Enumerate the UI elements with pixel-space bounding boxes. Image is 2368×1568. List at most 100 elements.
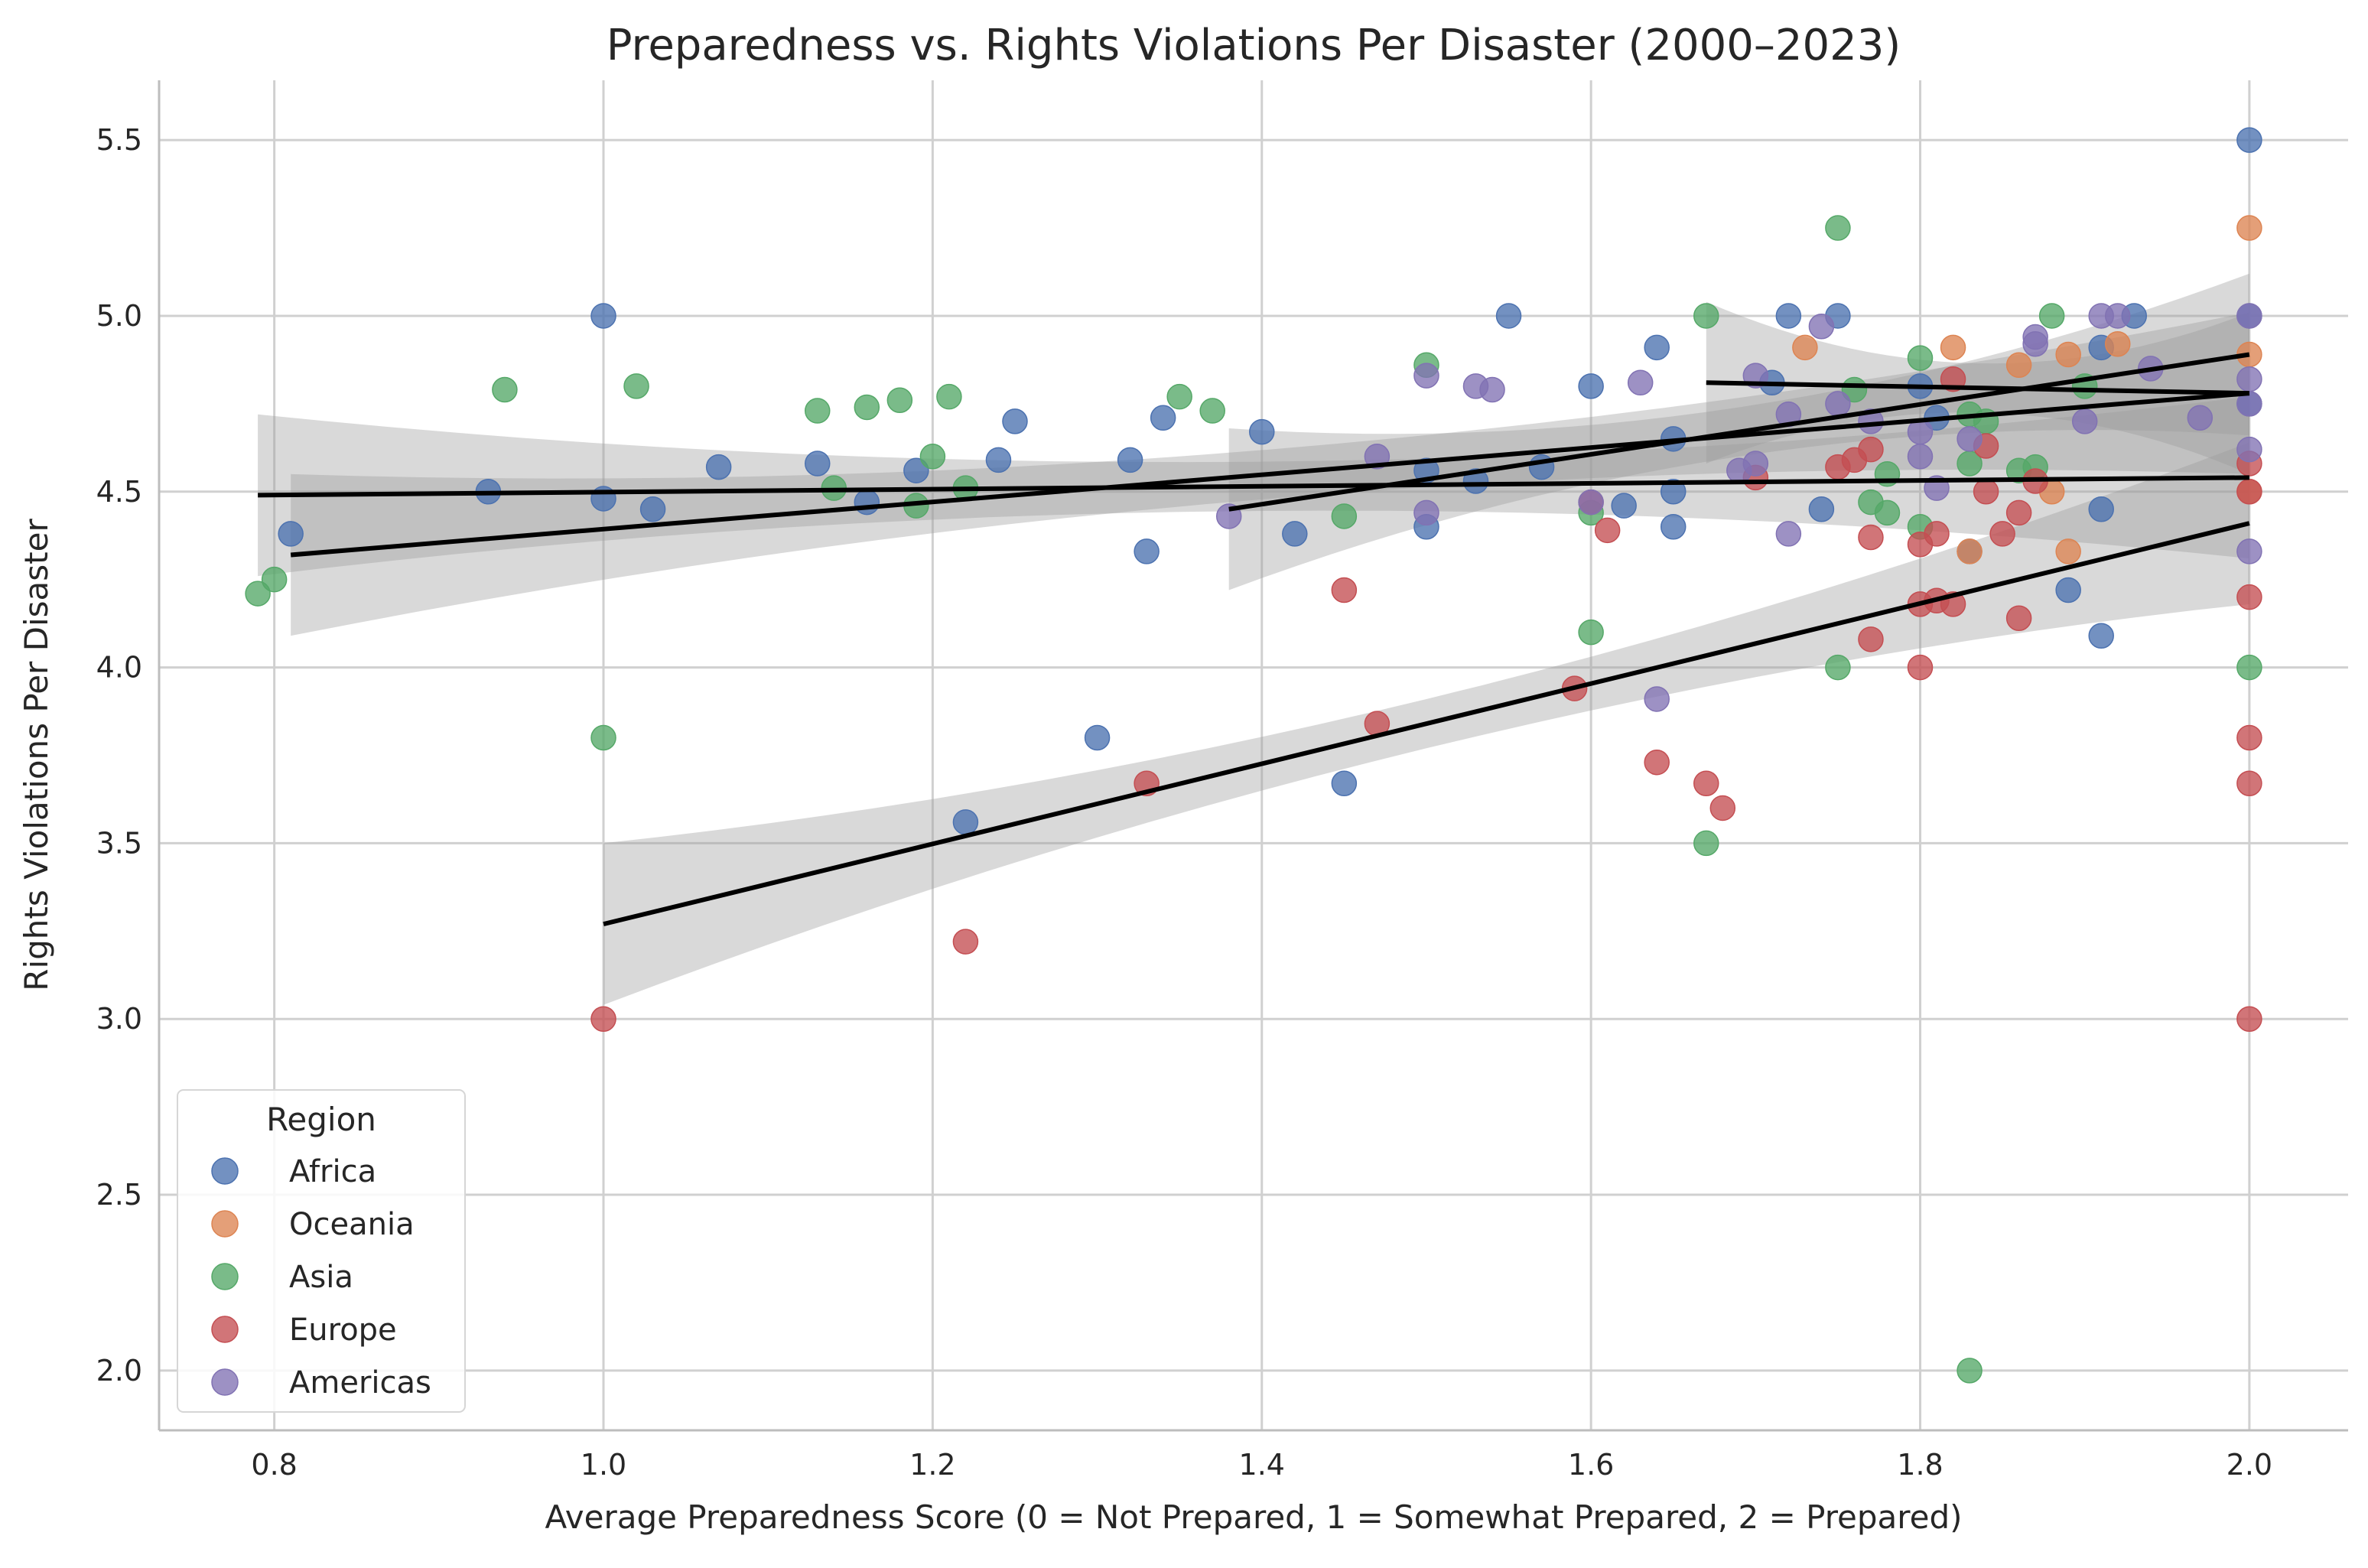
data-point-europe (952, 929, 979, 955)
data-point-asia (590, 724, 616, 751)
data-point-americas (2071, 408, 2098, 434)
y-tick-label: 4.0 (96, 651, 142, 685)
data-point-africa (903, 457, 929, 483)
x-tick-label: 1.4 (1239, 1448, 1285, 1482)
data-point-oceania (2055, 341, 2081, 368)
legend-label-americas: Americas (289, 1365, 431, 1400)
data-point-africa (854, 489, 880, 516)
data-point-asia (1331, 503, 1358, 529)
data-point-europe (1858, 626, 1884, 652)
data-point-europe (590, 1006, 616, 1032)
data-point-asia (854, 394, 880, 421)
legend-marker-americas (211, 1368, 239, 1396)
data-point-oceania (2055, 538, 2081, 564)
data-point-africa (805, 451, 831, 477)
legend-marker-oceania (211, 1210, 239, 1238)
legend-marker-africa (211, 1157, 239, 1185)
data-points (245, 127, 2262, 1384)
data-point-europe (1644, 749, 1670, 776)
data-point-africa (1002, 408, 1028, 434)
y-tick-label: 4.5 (96, 475, 142, 509)
data-point-asia (1825, 215, 1851, 241)
data-point-asia (2038, 303, 2065, 329)
data-point-americas (1479, 376, 1505, 403)
data-point-asia (261, 566, 288, 593)
legend-label-asia: Asia (289, 1260, 353, 1295)
y-tick-label: 5.5 (96, 123, 142, 157)
data-point-americas (1808, 313, 1835, 340)
data-point-americas (1742, 451, 1769, 477)
data-point-africa (1134, 538, 1160, 564)
data-point-africa (590, 303, 616, 329)
data-point-americas (2022, 330, 2048, 357)
y-tick-label: 3.5 (96, 826, 142, 860)
data-point-africa (2088, 496, 2114, 522)
trend-line-americas (1228, 352, 2250, 512)
trend-line-asia (258, 475, 2249, 498)
trend-line-europe (603, 521, 2250, 927)
data-point-americas (2236, 538, 2262, 564)
y-tick-label: 2.0 (96, 1354, 142, 1387)
data-point-americas (1578, 489, 1604, 516)
data-point-africa (278, 521, 304, 547)
data-point-africa (1644, 334, 1670, 361)
data-point-americas (2236, 436, 2262, 463)
data-point-europe (1907, 654, 1934, 681)
x-tick-label: 1.8 (1897, 1448, 1943, 1482)
data-point-africa (1775, 303, 1802, 329)
data-point-africa (985, 447, 1012, 473)
data-point-africa (1495, 303, 1522, 329)
data-point-africa (1249, 418, 1275, 445)
y-tick-label: 3.0 (96, 1002, 142, 1036)
data-point-asia (805, 398, 831, 424)
data-point-europe (2236, 479, 2262, 505)
legend: Region Africa Oceania Asia Europe Americas (177, 1089, 466, 1413)
data-point-africa (1660, 479, 1687, 505)
data-point-africa (1578, 373, 1604, 399)
data-point-africa (1611, 493, 1637, 519)
data-point-americas (2187, 405, 2213, 431)
data-point-europe (1858, 524, 1884, 551)
data-point-americas (1957, 426, 1983, 452)
data-point-americas (1775, 521, 1802, 547)
x-tick-label: 1.2 (909, 1448, 955, 1482)
data-point-europe (1594, 517, 1621, 544)
data-point-asia (245, 581, 271, 607)
data-point-asia (1199, 398, 1225, 424)
data-point-europe (1693, 770, 1719, 797)
data-point-oceania (1792, 334, 1818, 361)
axes (158, 80, 2348, 1432)
data-point-americas (1825, 391, 1851, 417)
data-point-asia (886, 387, 913, 414)
legend-marker-europe (211, 1316, 239, 1343)
data-point-americas (1644, 686, 1670, 712)
data-point-africa (639, 496, 666, 522)
data-point-europe (1989, 521, 2015, 547)
data-point-asia (1578, 619, 1604, 646)
chart-title: Preparedness vs. Rights Violations Per D… (607, 21, 1901, 70)
data-point-oceania (2104, 330, 2131, 357)
data-point-europe (2236, 724, 2262, 751)
data-point-europe (2005, 499, 2032, 526)
data-point-africa (705, 454, 732, 480)
data-point-africa (1660, 513, 1687, 540)
legend-box (177, 1089, 466, 1413)
data-point-europe (2236, 770, 2262, 797)
legend-label-oceania: Oceania (289, 1207, 415, 1242)
data-point-africa (2055, 577, 2081, 603)
data-point-americas (2236, 366, 2262, 392)
data-point-asia (2236, 654, 2262, 681)
data-point-asia (936, 383, 962, 410)
data-point-africa (1282, 521, 1308, 547)
data-point-asia (1166, 383, 1192, 410)
data-point-americas (1907, 444, 1934, 470)
data-point-africa (1084, 724, 1111, 751)
trend-line-africa (290, 391, 2250, 558)
legend-label-europe: Europe (289, 1313, 397, 1348)
data-point-oceania (2005, 352, 2032, 379)
data-point-europe (1331, 577, 1358, 603)
data-point-americas (1413, 499, 1439, 526)
x-tick-label: 1.6 (1568, 1448, 1614, 1482)
legend-label-africa: Africa (289, 1154, 376, 1189)
